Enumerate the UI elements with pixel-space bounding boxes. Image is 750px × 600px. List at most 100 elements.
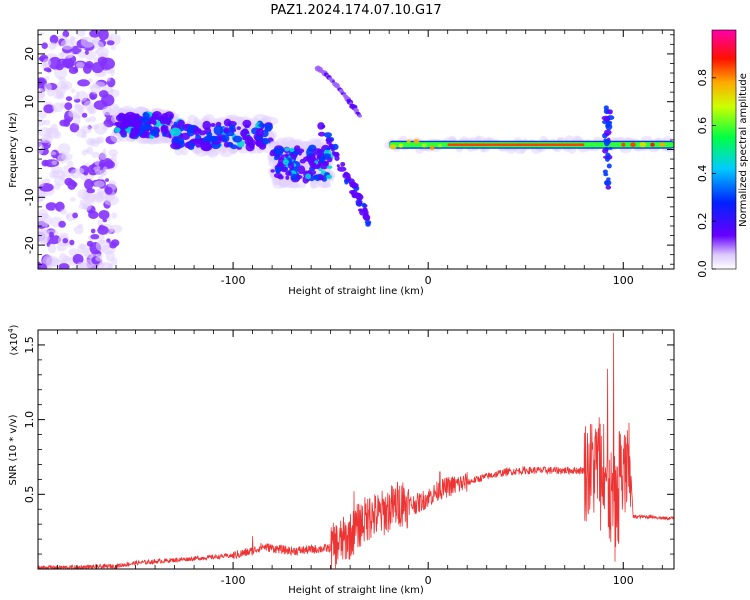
spectrogram-cell — [43, 119, 51, 126]
spectrogram-cell — [55, 91, 65, 100]
spectrogram-cell — [149, 116, 157, 123]
spectrogram-cell — [359, 209, 366, 216]
spectrogram-cell — [45, 202, 57, 211]
spectrogram-cell — [63, 118, 71, 127]
spectrogram-cell — [39, 137, 46, 144]
spectrogram-cell — [64, 177, 74, 186]
spectrogram-cell — [42, 58, 52, 67]
spectrogram-cell — [101, 94, 115, 107]
spectrogram-cell — [82, 202, 92, 211]
spectrogram-cell — [357, 114, 362, 118]
spectrogram-cell — [605, 185, 612, 190]
colorbar — [712, 30, 736, 269]
spectrogram-cell — [38, 142, 44, 155]
spectrogram-cell — [114, 127, 121, 133]
spectrogram-cell — [109, 68, 115, 76]
spectrogram-cell — [84, 61, 94, 69]
spectrogram-cell — [81, 112, 88, 118]
spectrogram-cell — [608, 146, 613, 150]
colorbar-ticks: 0.0 0.2 0.4 0.6 0.8 — [696, 69, 716, 278]
spectrogram-cell — [73, 95, 80, 100]
x-tick-label: -100 — [221, 574, 246, 587]
spectrogram-cell — [80, 36, 95, 48]
colorbar-tick-label: 0.8 — [696, 69, 709, 87]
spectrogram-cell — [60, 208, 67, 215]
spectrogram-cell — [236, 126, 241, 130]
spectrogram-cell — [88, 78, 93, 83]
spectrogram-cell — [60, 80, 73, 91]
spectrogram-cell — [85, 162, 90, 167]
spectrogram-cell — [336, 164, 340, 168]
spectrogram-cell — [139, 123, 152, 131]
spectrogram-cell — [261, 115, 272, 125]
spectrogram-cell — [70, 88, 76, 93]
spectrogram-cell — [99, 151, 108, 160]
spectrogram-cell — [41, 42, 48, 49]
spectrogram-cell — [630, 142, 636, 147]
colorbar-tick-label: 0.0 — [696, 260, 709, 278]
spectrogram-cell — [38, 231, 44, 243]
spectrogram-cell — [639, 142, 647, 148]
spectrogram-cell — [313, 148, 323, 154]
spectrogram-cell — [285, 175, 290, 180]
spectrogram-cell — [115, 114, 125, 122]
spectrogram-cell — [357, 201, 363, 206]
spectrogram-cell — [607, 109, 613, 115]
spectrogram-cell — [170, 142, 180, 150]
spectrogram-cell — [334, 155, 340, 161]
spectrogram-cell — [244, 137, 254, 146]
x-tick-label: 0 — [425, 274, 432, 287]
spectrogram-cell — [274, 155, 279, 161]
spectrogram-cell — [59, 232, 69, 240]
spectrogram-heatmap — [38, 30, 674, 269]
spectrogram-cell — [104, 186, 113, 195]
spectrogram-cell — [75, 61, 85, 69]
spectrogram-cell — [39, 31, 44, 35]
spectrogram-cell — [169, 127, 182, 137]
spectrogram-cell — [105, 178, 109, 182]
spectrogram-cell — [86, 105, 95, 115]
y-tick-label: -20 — [23, 236, 36, 254]
spectrogram-cell — [45, 127, 54, 139]
spectrogram-cell — [68, 110, 77, 118]
spectrogram-cell — [98, 210, 110, 220]
spectrogram-cell — [221, 134, 230, 143]
spectrogram-cell — [437, 143, 443, 148]
spectrogram-cell — [275, 167, 282, 174]
spectrogram-cell — [603, 105, 609, 111]
spectrogram-cell — [650, 142, 655, 147]
spectrogram-cell — [270, 169, 275, 173]
y-tick-label: 20 — [23, 47, 36, 61]
spectrogram-cell — [309, 154, 316, 159]
spectrogram-cell — [604, 179, 612, 186]
spectrogram-cell — [85, 117, 91, 123]
spectrogram-cell — [51, 169, 66, 179]
spectrogram-cell — [320, 181, 328, 189]
spectrogram-cell — [38, 110, 47, 119]
spectrogram-cell — [57, 143, 71, 155]
colorbar-frame — [711, 29, 737, 270]
spectrogram-cell — [77, 51, 87, 59]
spectrogram-cell — [280, 166, 288, 173]
spectrogram-cell — [406, 139, 411, 144]
spectrogram-cell — [258, 143, 267, 150]
spectrogram-cell — [65, 96, 73, 102]
spectrogram-cell — [94, 180, 105, 188]
spectrogram-cell — [98, 30, 109, 41]
spectrogram-cell — [326, 165, 333, 169]
spectrogram-cell — [149, 128, 160, 136]
spectrogram-cell — [76, 262, 85, 268]
spectrogram-cell — [602, 148, 609, 154]
spectrogram-cell — [311, 162, 317, 167]
spectrogram-cell — [296, 175, 303, 179]
colorbar-tick-label: 0.6 — [696, 117, 709, 135]
spectrogram-cell — [603, 117, 610, 122]
spectrogram-cell — [38, 78, 44, 82]
spectrogram-cell — [92, 81, 106, 89]
spectrogram-cell — [269, 150, 276, 157]
spectrogram-cell — [94, 169, 102, 175]
spectrogram-cell — [106, 40, 115, 46]
spectrogram-cell — [58, 263, 70, 269]
